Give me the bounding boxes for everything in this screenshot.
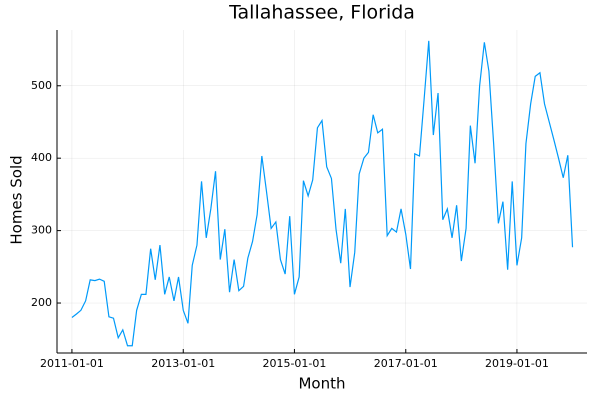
chart-title: Tallahassee, Florida <box>228 2 415 24</box>
y-tick-label: 500 <box>31 79 52 92</box>
y-tick-label: 200 <box>31 296 52 309</box>
y-axis-label: Homes Sold <box>8 155 26 244</box>
x-tick-label: 2017-01-01 <box>374 357 438 370</box>
y-tick-label: 400 <box>31 151 52 164</box>
x-tick-label: 2019-01-01 <box>485 357 549 370</box>
x-tick-label: 2013-01-01 <box>151 357 215 370</box>
x-axis-label: Month <box>298 375 345 393</box>
y-tick-label: 300 <box>31 224 52 237</box>
x-tick-label: 2011-01-01 <box>40 357 104 370</box>
x-tick-label: 2015-01-01 <box>262 357 326 370</box>
data-line <box>71 40 574 347</box>
